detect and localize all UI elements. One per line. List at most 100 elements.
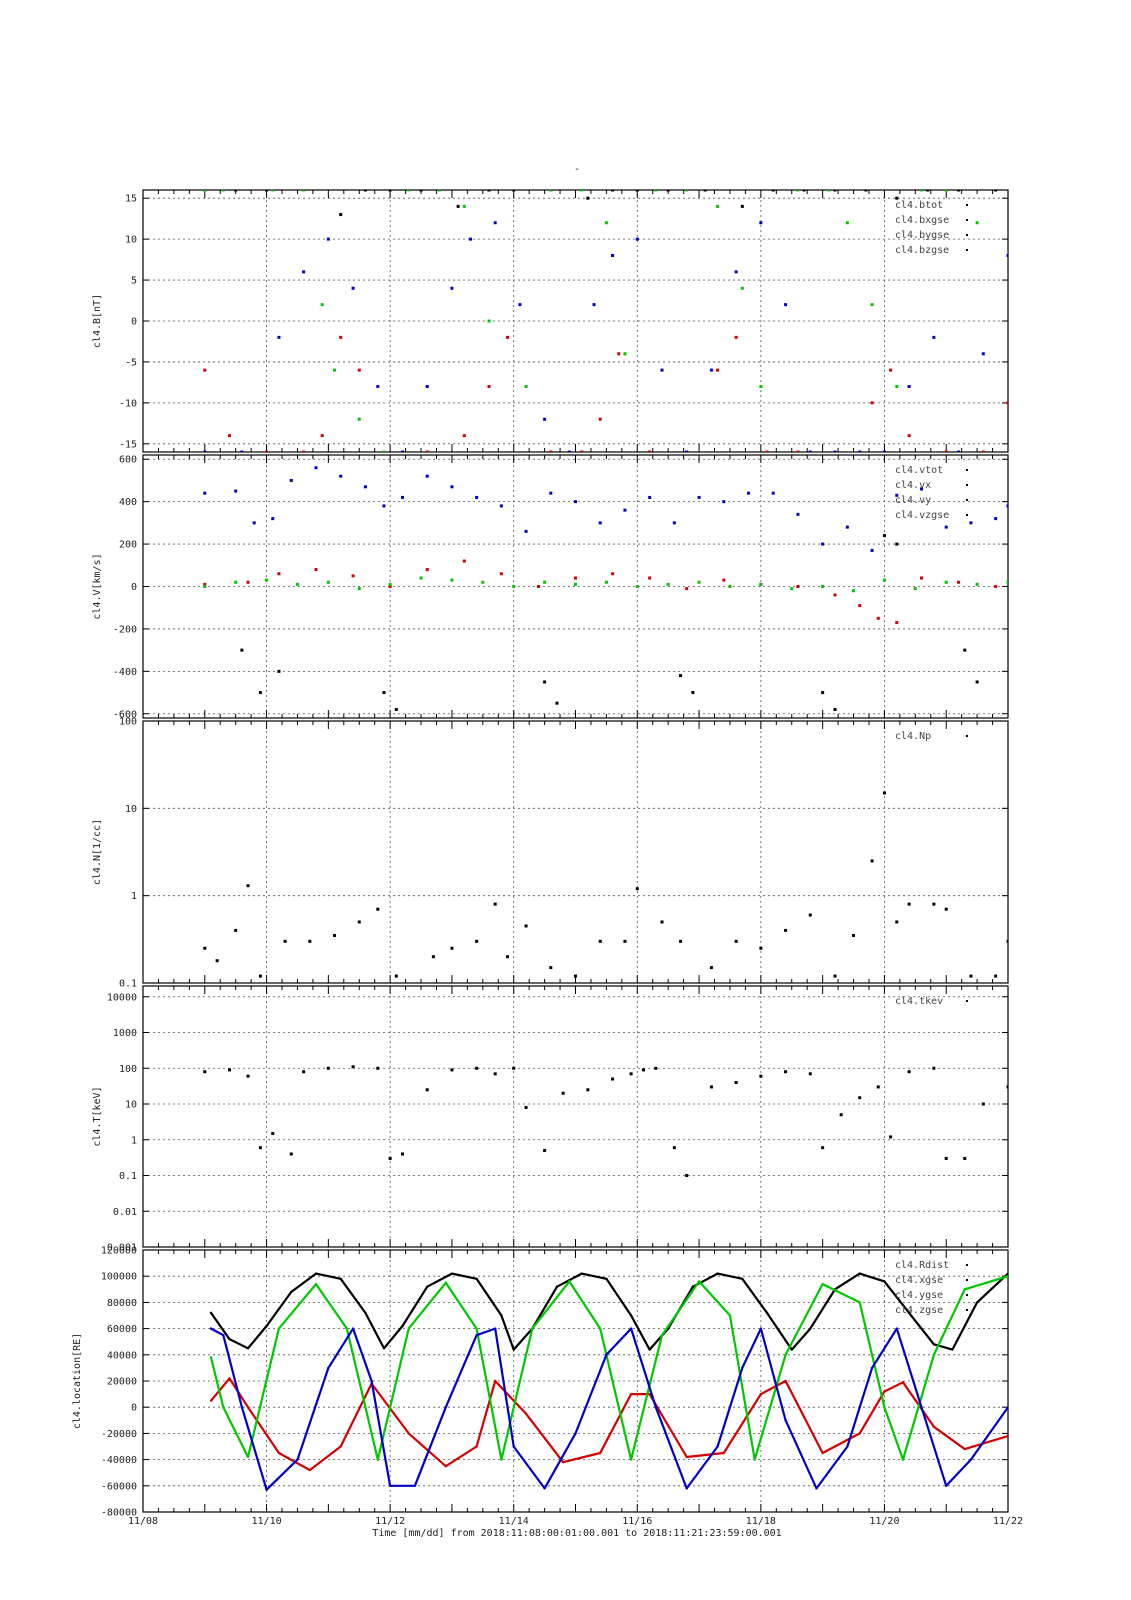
y-tick-label: -5: [125, 357, 137, 368]
data-point: [827, 190, 831, 192]
data-point: [524, 924, 528, 928]
data-point: [648, 1348, 651, 1351]
x-tick-label: 11/12: [375, 1516, 405, 1527]
data-point: [426, 1285, 429, 1288]
data-point: [555, 1285, 559, 1288]
data-point: [308, 939, 312, 943]
data-point: [944, 907, 948, 911]
legend-marker: [966, 1000, 968, 1002]
data-point: [592, 303, 596, 307]
data-point: [994, 190, 998, 192]
data-point: [314, 466, 318, 470]
data-point: [215, 959, 219, 963]
data-point: [524, 1105, 528, 1109]
legend-entry: cl4.bygse: [895, 230, 949, 241]
data-point: [209, 1356, 213, 1359]
series-cl4-btot: [203, 190, 998, 217]
data-point: [920, 190, 923, 192]
series-cl4-vx: [203, 559, 998, 625]
data-point: [679, 674, 683, 678]
data-point: [228, 1337, 231, 1341]
data-point: [963, 1156, 967, 1160]
series-cl4-tkev: [203, 1065, 1008, 1178]
y-tick-label: 0: [131, 582, 137, 593]
y-axis-label: cl4.location[RE]: [72, 1333, 83, 1429]
legend-marker: [966, 1309, 968, 1311]
data-point: [759, 582, 763, 586]
data-point: [388, 582, 392, 586]
data-point: [363, 190, 367, 192]
data-point: [852, 589, 856, 593]
data-point: [1006, 504, 1008, 508]
data-point: [586, 196, 590, 200]
data-point: [784, 1419, 787, 1422]
x-tick-label: 11/14: [499, 1516, 529, 1527]
data-point: [666, 582, 670, 586]
data-point: [357, 587, 361, 591]
data-point: [641, 1068, 645, 1072]
data-point: [524, 1412, 528, 1415]
data-point: [475, 1277, 478, 1281]
series-line: [210, 1327, 1008, 1491]
data-point: [265, 190, 269, 192]
data-point: [907, 1311, 911, 1315]
data-point: [796, 512, 800, 516]
data-point: [203, 585, 207, 588]
data-point: [815, 1487, 818, 1490]
chart-panels: 151050-5-10-15cl4.B[nT]cl4.btotcl4.bxgse…: [72, 189, 1009, 1519]
data-point: [401, 1324, 404, 1328]
data-point: [666, 190, 670, 192]
data-point: [203, 1070, 207, 1074]
data-point: [376, 907, 380, 911]
data-point: [1006, 580, 1008, 584]
data-point: [277, 335, 281, 339]
data-point: [654, 190, 658, 192]
data-point: [876, 1085, 880, 1089]
data-point: [493, 221, 497, 225]
y-tick-label: -15: [119, 439, 137, 450]
data-point: [1006, 401, 1008, 405]
data-point: [475, 495, 479, 499]
series-cl4-vy: [203, 576, 1008, 593]
data-point: [895, 196, 899, 200]
data-point: [759, 1074, 763, 1078]
data-point: [895, 385, 899, 388]
data-point: [580, 190, 584, 192]
data-point: [289, 478, 293, 482]
data-point: [722, 500, 726, 504]
data-point: [1006, 254, 1008, 257]
data-point: [907, 902, 911, 906]
data-point: [728, 585, 732, 588]
series-cl4-xgse: [209, 1377, 1008, 1472]
data-point: [932, 1343, 936, 1346]
data-point: [419, 190, 423, 192]
x-tick-label: 11/18: [746, 1516, 776, 1527]
data-point: [716, 1272, 719, 1275]
data-point: [975, 582, 979, 586]
series-cl4-Np: [203, 791, 1008, 978]
data-point: [265, 450, 269, 452]
data-point: [994, 974, 998, 978]
data-point: [1006, 1275, 1008, 1278]
data-point: [839, 1113, 843, 1117]
legend-entry: cl4.zgse: [895, 1305, 943, 1316]
data-point: [685, 1174, 689, 1178]
data-point: [685, 450, 689, 452]
data-point: [981, 450, 985, 452]
data-point: [882, 450, 886, 452]
data-point: [475, 1327, 478, 1330]
data-point: [975, 680, 979, 684]
data-point: [635, 237, 639, 241]
data-point: [802, 190, 806, 192]
data-point: [475, 1445, 478, 1448]
data-point: [295, 582, 299, 586]
data-point: [605, 1277, 608, 1281]
data-point: [975, 1301, 979, 1304]
data-point: [895, 621, 899, 625]
data-point: [543, 1487, 546, 1490]
data-point: [450, 286, 454, 290]
data-point: [685, 190, 689, 192]
y-tick-label: 80000: [107, 1298, 137, 1309]
data-point: [957, 450, 961, 452]
data-point: [203, 946, 207, 950]
